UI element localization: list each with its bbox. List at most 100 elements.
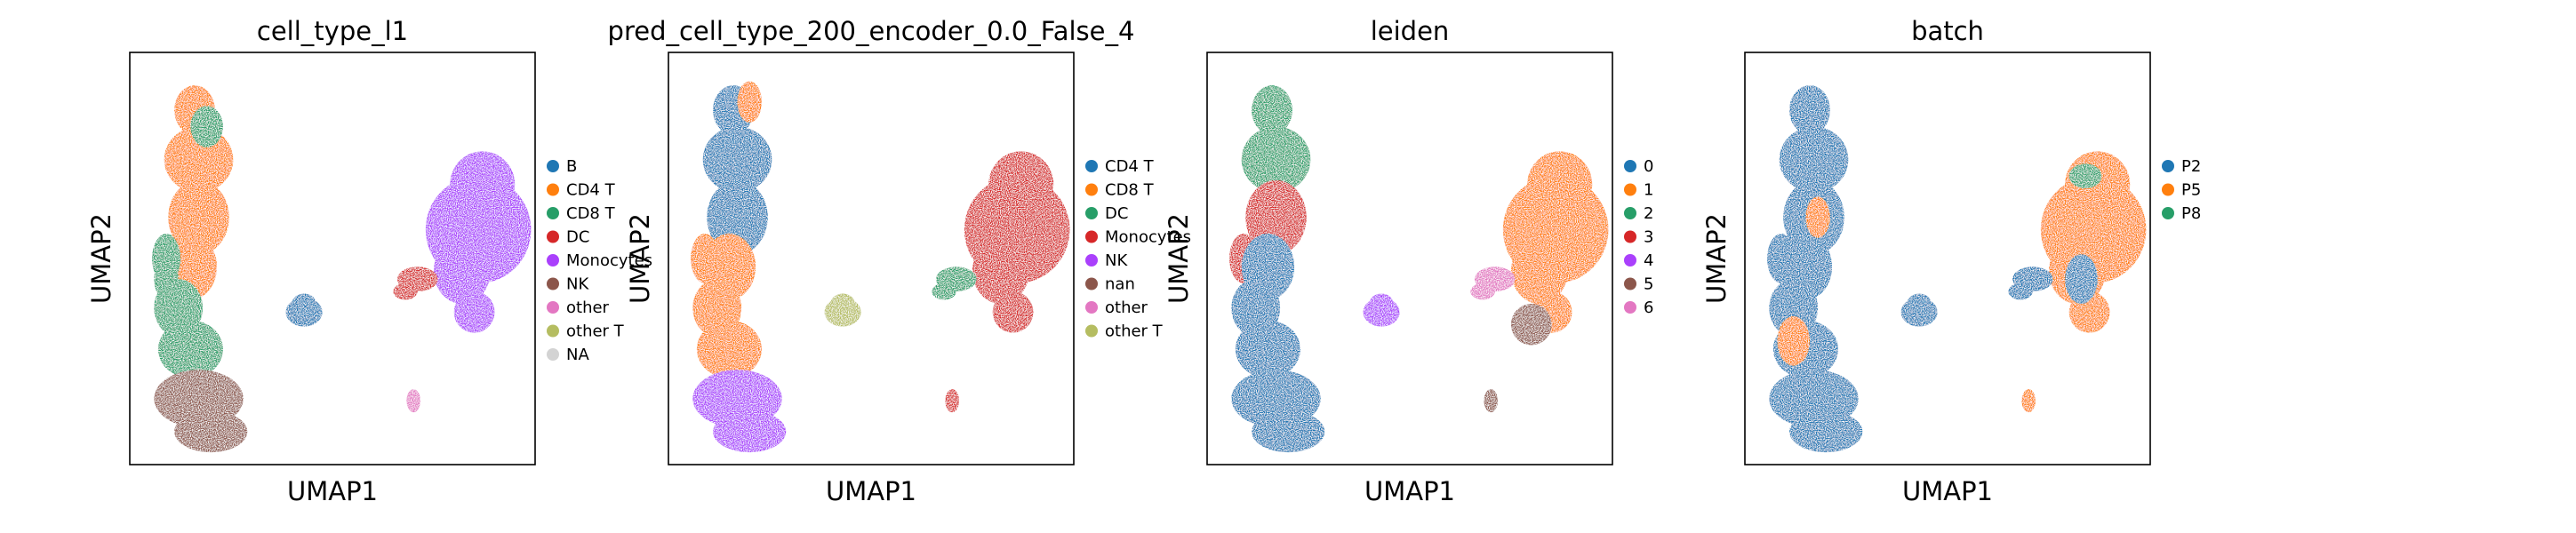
cell-cluster [1805, 196, 1830, 238]
x-axis-label: UMAP1 [1902, 476, 1993, 506]
legend-marker [547, 277, 559, 290]
legend-label: B [566, 157, 577, 176]
legend-marker [1624, 277, 1636, 290]
legend-marker [547, 348, 559, 361]
legend-label: CD8 T [1105, 181, 1155, 200]
legend-label: DC [566, 228, 589, 247]
legend-marker [1624, 230, 1636, 243]
legend-marker [1085, 277, 1098, 290]
legend-label: 5 [1644, 275, 1653, 294]
cell-cluster [1907, 293, 1932, 314]
legend-label: NA [566, 346, 589, 364]
legend-label: CD4 T [566, 181, 616, 200]
legend-marker [1085, 301, 1098, 314]
panel-title: cell_type_l1 [257, 16, 408, 46]
legend: 0 1 2 3 4 5 6 [1624, 157, 1653, 317]
legend-label: P8 [2181, 204, 2201, 223]
cell-cluster [393, 282, 418, 300]
cell-cluster [1779, 126, 1849, 193]
cell-cluster [737, 81, 762, 123]
y-axis-label: UMAP2 [1164, 213, 1194, 304]
x-axis-label: UMAP1 [1364, 476, 1455, 506]
cell-cluster [1369, 293, 1394, 314]
cell-cluster [292, 293, 316, 314]
cell-cluster [1789, 85, 1830, 135]
legend-label: other T [566, 322, 625, 341]
cell-cluster [972, 237, 1029, 305]
legend: CD4 T CD8 T DC Monocytes NK nan other other T [1085, 157, 1191, 341]
legend-marker [1624, 207, 1636, 219]
x-axis-label: UMAP1 [287, 476, 378, 506]
legend-marker [547, 207, 559, 219]
x-axis-label: UMAP1 [826, 476, 916, 506]
cell-cluster [1767, 234, 1796, 283]
cell-cluster [830, 293, 855, 314]
cell-cluster [453, 291, 495, 333]
legend-label: 2 [1644, 204, 1653, 223]
legend-label: other T [1105, 322, 1164, 341]
cell-cluster [433, 237, 491, 305]
legend: P2 P5 P8 [2162, 157, 2201, 223]
cell-cluster [1252, 410, 1325, 453]
point-cloud [1229, 85, 1609, 453]
cell-cluster [696, 320, 762, 378]
legend-label: P2 [2181, 157, 2201, 176]
cell-cluster [1470, 282, 1495, 300]
legend: B CD4 T CD8 T DC Monocytes NK other other T NA [547, 157, 652, 364]
cell-cluster [1511, 237, 1568, 305]
y-axis-label: UMAP2 [1701, 213, 1732, 304]
legend-label: 0 [1644, 157, 1653, 176]
cell-cluster [932, 282, 956, 300]
legend-label: other [566, 298, 610, 317]
umap-panel: leiden UMAP1 UMAP2 0 1 2 3 4 5 6 [1164, 16, 1653, 506]
cell-cluster [154, 259, 179, 300]
legend-marker [1624, 160, 1636, 172]
cell-cluster [1511, 304, 1552, 346]
point-cloud [1767, 85, 2147, 453]
legend-marker [1085, 324, 1098, 338]
legend-marker [1085, 183, 1098, 196]
panel-title: pred_cell_type_200_encoder_0.0_False_4 [608, 16, 1135, 46]
legend-label: CD8 T [566, 204, 616, 223]
cell-cluster [2021, 389, 2036, 413]
cell-cluster [157, 320, 223, 378]
legend-marker [547, 230, 559, 243]
legend-label: nan [1105, 275, 1135, 294]
umap-panel: pred_cell_type_200_encoder_0.0_False_4 UM… [608, 16, 1192, 506]
cell-cluster [988, 151, 1054, 218]
legend-marker [1085, 254, 1098, 266]
legend-marker [1624, 254, 1636, 266]
cell-cluster [992, 291, 1034, 333]
cell-cluster [1235, 320, 1300, 378]
cell-cluster [2068, 163, 2102, 189]
legend-label: 4 [1644, 251, 1653, 270]
legend-marker [547, 160, 559, 172]
legend-label: 1 [1644, 181, 1653, 200]
legend-label: P5 [2181, 181, 2201, 200]
legend-label: Monocytes [1105, 228, 1191, 247]
cell-cluster [1484, 389, 1498, 413]
cell-cluster [1252, 85, 1292, 135]
cell-cluster [1777, 315, 1810, 366]
cell-cluster [406, 389, 420, 413]
legend-label: CD4 T [1105, 157, 1155, 176]
axes-frame [1744, 52, 2151, 465]
y-axis-label: UMAP2 [86, 213, 116, 304]
legend-marker [1085, 160, 1098, 172]
cell-cluster [1241, 126, 1311, 193]
legend-marker [1624, 301, 1636, 314]
legend-marker [1085, 207, 1098, 219]
legend-label: 3 [1644, 228, 1653, 247]
cell-cluster [1789, 410, 1863, 453]
axes-frame [129, 52, 536, 465]
legend-label: NK [566, 275, 589, 294]
cell-cluster [450, 151, 516, 218]
axes-frame [668, 52, 1075, 465]
legend-marker [1624, 183, 1636, 196]
legend-marker [1085, 230, 1098, 243]
legend-marker [2162, 183, 2174, 196]
cell-cluster [2008, 282, 2033, 300]
cell-cluster [691, 234, 719, 283]
legend-label: 6 [1644, 298, 1653, 317]
